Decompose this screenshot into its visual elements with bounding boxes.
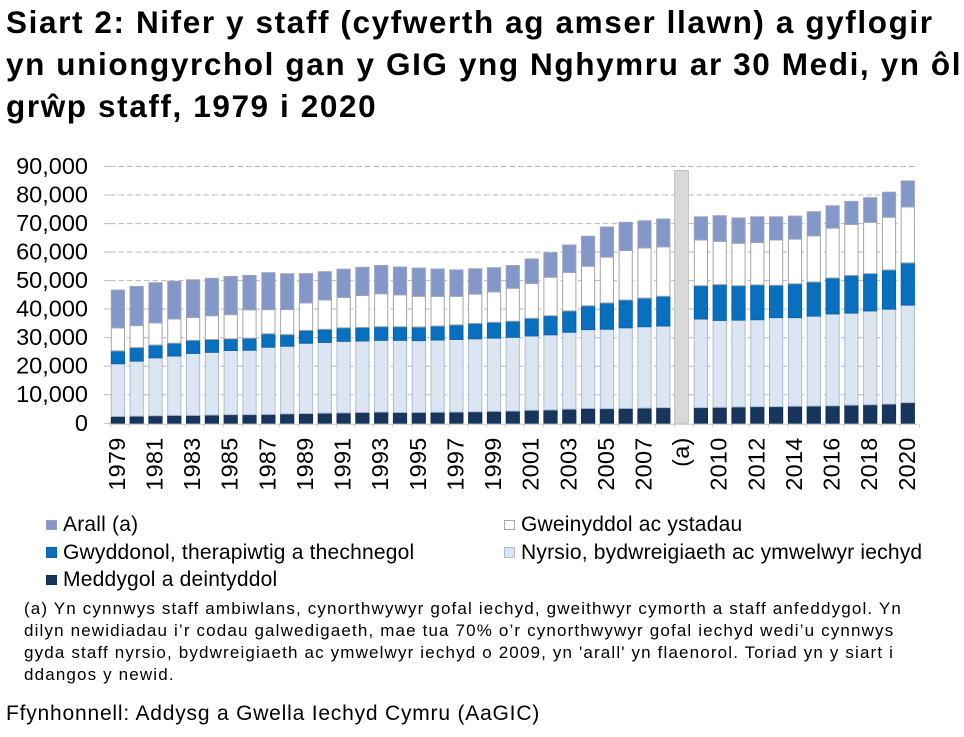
svg-text:1997: 1997: [442, 438, 468, 491]
svg-text:1979: 1979: [104, 438, 130, 491]
svg-text:2005: 2005: [593, 438, 619, 491]
svg-text:70,000: 70,000: [16, 210, 88, 236]
svg-text:30,000: 30,000: [16, 324, 88, 350]
svg-text:1985: 1985: [217, 438, 243, 491]
svg-text:(a): (a): [668, 438, 694, 467]
svg-text:1995: 1995: [405, 438, 431, 491]
svg-text:2003: 2003: [555, 438, 581, 491]
svg-text:2016: 2016: [819, 438, 845, 491]
svg-text:1991: 1991: [330, 438, 356, 491]
svg-text:1989: 1989: [292, 438, 318, 491]
svg-text:2001: 2001: [518, 438, 544, 491]
svg-text:2012: 2012: [743, 438, 769, 491]
svg-text:1987: 1987: [254, 438, 280, 491]
svg-text:2007: 2007: [631, 438, 657, 491]
svg-text:2010: 2010: [706, 438, 732, 491]
svg-text:60,000: 60,000: [16, 239, 88, 265]
svg-text:20,000: 20,000: [16, 353, 88, 379]
svg-text:1993: 1993: [367, 438, 393, 491]
svg-text:1983: 1983: [179, 438, 205, 491]
svg-text:2020: 2020: [894, 438, 920, 491]
svg-text:80,000: 80,000: [16, 182, 88, 208]
svg-text:2014: 2014: [781, 438, 807, 491]
svg-text:10,000: 10,000: [16, 381, 88, 407]
svg-text:90,000: 90,000: [16, 153, 88, 179]
svg-text:1999: 1999: [480, 438, 506, 491]
svg-text:1981: 1981: [142, 438, 168, 491]
svg-text:0: 0: [75, 410, 88, 436]
svg-text:50,000: 50,000: [16, 267, 88, 293]
svg-text:40,000: 40,000: [16, 296, 88, 322]
svg-text:2018: 2018: [856, 438, 882, 491]
